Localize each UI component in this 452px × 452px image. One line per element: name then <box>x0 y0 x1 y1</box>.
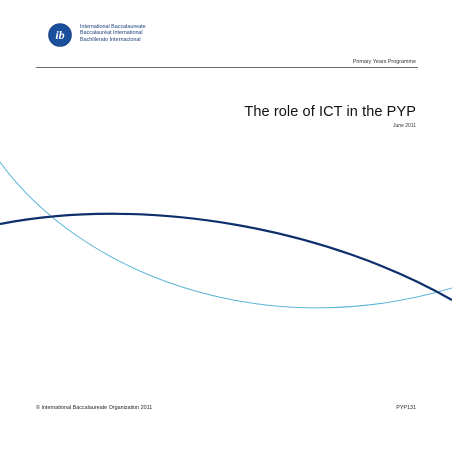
org-name-spanish: Bachillerato Internacional <box>80 36 141 43</box>
dark-blue-curve <box>0 212 452 301</box>
org-name-french: Baccalauréat International <box>80 30 143 37</box>
document-title: The role of ICT in the PYP <box>244 104 416 120</box>
document-code: PYP131 <box>396 405 416 411</box>
programme-label: Primary Years Programme <box>352 59 416 65</box>
svg-text:ib: ib <box>55 28 64 42</box>
light-blue-curve <box>0 161 452 309</box>
header-divider <box>36 67 418 68</box>
org-name-english: International Baccalaureate <box>80 24 146 30</box>
copyright-notice: © International Baccalaureate Organizati… <box>36 405 153 411</box>
ib-logo-icon: ib <box>48 23 72 47</box>
organization-names: International Baccalaureate Baccalauréat… <box>80 24 146 43</box>
document-date: June 2011 <box>393 123 416 129</box>
